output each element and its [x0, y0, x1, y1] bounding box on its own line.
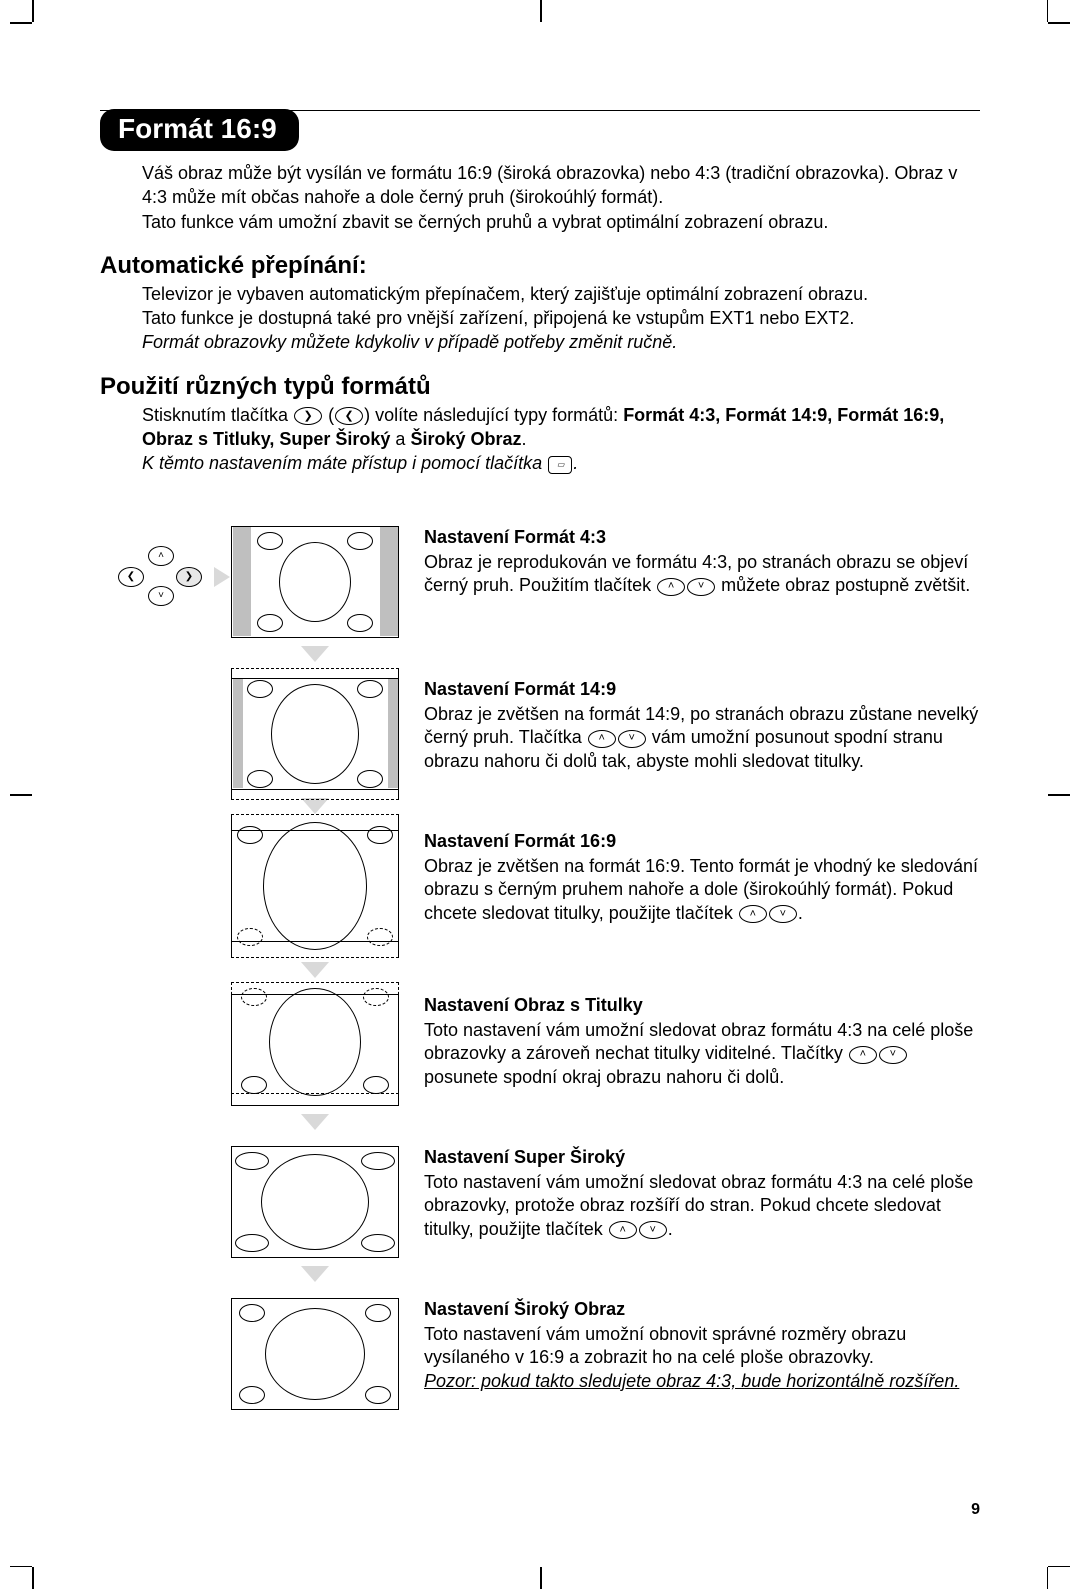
up-button-icon: ˄: [739, 905, 767, 923]
diagram-4-3: [231, 526, 399, 638]
down-button-icon: ˅: [769, 905, 797, 923]
up-button-icon: ˄: [609, 1221, 637, 1239]
format-text: Toto nastavení vám umožní sledovat obraz…: [424, 1019, 980, 1089]
auto-note: Formát obrazovky můžete kdykoliv v přípa…: [142, 330, 980, 354]
use-note: K těmto nastavením máte přístup i pomocí…: [142, 451, 980, 475]
intro-text: Váš obraz může být vysílán ve formátu 16…: [142, 161, 980, 234]
nav-up-icon: ˄: [148, 546, 174, 566]
nav-right-icon: ❯: [176, 567, 202, 587]
up-button-icon: ˄: [657, 578, 685, 596]
format-title: Nastavení Formát 14:9: [424, 678, 980, 701]
format-text: Obraz je zvětšen na formát 14:9, po stra…: [424, 703, 980, 773]
page-title: Formát 16:9: [100, 109, 299, 151]
page-number: 9: [971, 1501, 980, 1519]
diagram-super-siroky: [231, 1146, 399, 1258]
format-title: Nastavení Obraz s Titulky: [424, 994, 980, 1017]
auto-body: Televizor je vybaven automatickým přepín…: [142, 282, 980, 331]
format-text: Toto nastavení vám umožní obnovit správn…: [424, 1323, 980, 1370]
use-heading: Použití různých typů formátů: [100, 373, 980, 401]
down-button-icon: ˅: [639, 1221, 667, 1239]
nav-left-icon: ❮: [118, 567, 144, 587]
down-arrow-icon: [301, 646, 329, 662]
down-button-icon: ˅: [687, 578, 715, 596]
left-button-icon: ❮: [335, 407, 363, 425]
format-text: Obraz je zvětšen na formát 16:9. Tento f…: [424, 855, 980, 925]
nav-down-icon: ˅: [148, 586, 174, 606]
nav-pad: ˄ ˅ ❮ ❯: [118, 546, 202, 606]
diagram-siroky-obraz: [231, 1298, 399, 1410]
format-text: Toto nastavení vám umožní sledovat obraz…: [424, 1171, 980, 1241]
up-button-icon: ˄: [588, 730, 616, 748]
diagram-16-9: [231, 830, 399, 942]
down-arrow-icon: [301, 1266, 329, 1282]
menu-button-icon: ▭: [548, 456, 572, 474]
diagram-titulky: [231, 994, 399, 1106]
right-button-icon: ❯: [294, 407, 322, 425]
down-arrow-icon: [301, 1114, 329, 1130]
auto-heading: Automatické přepínání:: [100, 252, 980, 280]
format-title: Nastavení Formát 16:9: [424, 830, 980, 853]
up-button-icon: ˄: [849, 1046, 877, 1064]
format-text: Obraz je reprodukován ve formátu 4:3, po…: [424, 551, 980, 598]
nav-indicator-icon: [214, 567, 230, 587]
down-button-icon: ˅: [618, 730, 646, 748]
down-arrow-icon: [301, 962, 329, 978]
format-title: Nastavení Formát 4:3: [424, 526, 980, 549]
format-title: Nastavení Super Široký: [424, 1146, 980, 1169]
down-button-icon: ˅: [879, 1046, 907, 1064]
format-title: Nastavení Široký Obraz: [424, 1298, 980, 1321]
format-warning: Pozor: pokud takto sledujete obraz 4:3, …: [424, 1370, 980, 1393]
diagram-14-9: [231, 678, 399, 790]
use-body: Stisknutím tlačítka ❯ (❮) volíte následu…: [142, 403, 980, 452]
down-arrow-icon: [301, 798, 329, 814]
